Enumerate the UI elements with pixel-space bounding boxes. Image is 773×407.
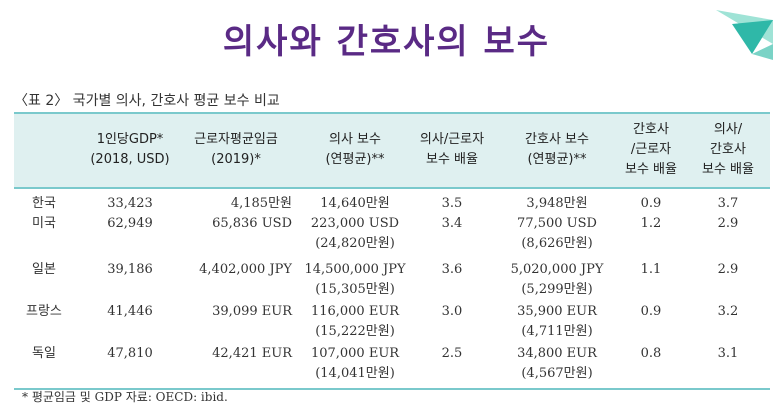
table-caption: 〈표 2〉 국가별 의사, 간호사 평균 보수 비교 (14, 93, 280, 109)
cell-doctor-pay: 223,000 USD (24,820만원) (300, 214, 410, 254)
header-line: 간호사 보수 (525, 132, 589, 147)
cell-doctor-nurse-ratio: 2.9 (717, 216, 739, 231)
cell-line: (24,820만원) (315, 236, 395, 251)
table-header: 1인당GDP* (2018, USD) 근로자평균임금 (2019)* 의사 보… (14, 114, 770, 189)
cell-nurse-pay: 34,800 EUR (4,567만원) (502, 344, 612, 384)
page-title: 의사와 간호사의 보수 (222, 22, 551, 62)
cell-nurse-ratio: 0.9 (640, 196, 662, 211)
cell-line: (14,041만원) (315, 366, 395, 381)
header-line: (연평균)** (527, 152, 587, 167)
cell-doctor-ratio: 3.0 (441, 304, 463, 319)
header-line: 의사/ (713, 122, 743, 137)
header-line: 간호사 (710, 142, 746, 157)
header-nurse-ratio: 간호사 /근로자 보수 배율 (616, 120, 686, 180)
cell-line: 35,900 EUR (517, 304, 597, 319)
cell-line: (15,222만원) (315, 324, 395, 339)
header-line: 의사/근로자 (419, 132, 485, 147)
cell-nurse-ratio: 0.9 (640, 304, 662, 319)
header-gdp: 1인당GDP* (2018, USD) (82, 130, 178, 170)
cell-doctor-nurse-ratio: 3.1 (717, 346, 739, 361)
cell-doctor-nurse-ratio: 3.7 (717, 196, 739, 211)
cell-line: 5,020,000 JPY (510, 262, 604, 277)
cell-gdp: 39,186 (107, 262, 153, 277)
cell-gdp: 47,810 (107, 346, 153, 361)
cell-nurse-pay: 3,948만원 (502, 194, 612, 214)
compensation-table: 1인당GDP* (2018, USD) 근로자평균임금 (2019)* 의사 보… (14, 112, 770, 390)
header-doctor-pay: 의사 보수 (연평균)** (300, 130, 410, 170)
cell-doctor-pay: 116,000 EUR (15,222만원) (300, 302, 410, 342)
cell-doctor-ratio: 3.6 (441, 262, 463, 277)
cell-line: 116,000 EUR (310, 304, 400, 319)
cell-doctor-pay: 107,000 EUR (14,041만원) (300, 344, 410, 384)
footnote: * 평균임금 및 GDP 자료: OECD: ibid. (22, 390, 228, 404)
cell-doctor-ratio: 2.5 (441, 346, 463, 361)
cell-doctor-nurse-ratio: 2.9 (717, 262, 739, 277)
cell-line: (4,567만원) (521, 366, 593, 381)
cell-nurse-pay: 5,020,000 JPY (5,299만원) (502, 260, 612, 300)
cell-wage: 65,836 USD (212, 216, 292, 231)
cell-gdp: 33,423 (107, 196, 153, 211)
header-doctor-nurse-ratio: 의사/ 간호사 보수 배율 (690, 120, 766, 180)
cell-line: 14,500,000 JPY (304, 262, 406, 277)
cell-nurse-pay: 77,500 USD (8,626만원) (502, 214, 612, 254)
cell-doctor-pay: 14,640만원 (300, 194, 410, 214)
cell-wage: 4,185만원 (230, 196, 292, 211)
row-country: 독일 (32, 346, 56, 361)
cell-line: 107,000 EUR (310, 346, 400, 361)
header-line: 보수 배율 (702, 162, 754, 177)
cell-doctor-ratio: 3.5 (441, 196, 463, 211)
cell-doctor-pay: 14,500,000 JPY (15,305만원) (300, 260, 410, 300)
header-line: 근로자평균임금 (194, 132, 278, 147)
cell-line: 223,000 USD (310, 216, 400, 231)
cell-wage: 4,402,000 JPY (199, 262, 292, 277)
cell-line: 77,500 USD (517, 216, 597, 231)
row-country: 미국 (32, 216, 56, 231)
header-line: (2019)* (211, 152, 261, 167)
cell-line: (8,626만원) (521, 236, 593, 251)
header-line: 간호사 (633, 122, 669, 137)
header-line: 의사 보수 (329, 132, 381, 147)
header-line: (연평균)** (325, 152, 385, 167)
cell-line: 34,800 EUR (517, 346, 597, 361)
cell-line: 14,640만원 (320, 196, 390, 211)
header-line: 보수 배율 (426, 152, 478, 167)
row-country: 프랑스 (26, 304, 62, 319)
cell-nurse-ratio: 0.8 (640, 346, 662, 361)
row-country: 일본 (32, 262, 56, 277)
header-line: (2018, USD) (90, 152, 170, 167)
cell-line: (15,305만원) (315, 282, 395, 297)
cell-doctor-nurse-ratio: 3.2 (717, 304, 739, 319)
cell-gdp: 62,949 (107, 216, 153, 231)
header-nurse-pay: 간호사 보수 (연평균)** (502, 130, 612, 170)
header-line: 1인당GDP* (96, 132, 164, 147)
cell-nurse-ratio: 1.2 (640, 216, 662, 231)
header-doctor-ratio: 의사/근로자 보수 배율 (412, 130, 492, 170)
cell-gdp: 41,446 (107, 304, 153, 319)
cell-line: (5,299만원) (521, 282, 593, 297)
cell-nurse-ratio: 1.1 (640, 262, 662, 277)
cell-doctor-ratio: 3.4 (441, 216, 463, 231)
cell-nurse-pay: 35,900 EUR (4,711만원) (502, 302, 612, 342)
cell-wage: 42,421 EUR (212, 346, 292, 361)
cell-wage: 39,099 EUR (212, 304, 292, 319)
header-wage: 근로자평균임금 (2019)* (180, 130, 292, 170)
logo-icon (716, 10, 773, 60)
header-line: /근로자 (630, 142, 672, 157)
header-line: 보수 배율 (625, 162, 677, 177)
cell-line: (4,711만원) (521, 324, 593, 339)
row-country: 한국 (32, 196, 56, 211)
cell-line: 3,948만원 (526, 196, 588, 211)
